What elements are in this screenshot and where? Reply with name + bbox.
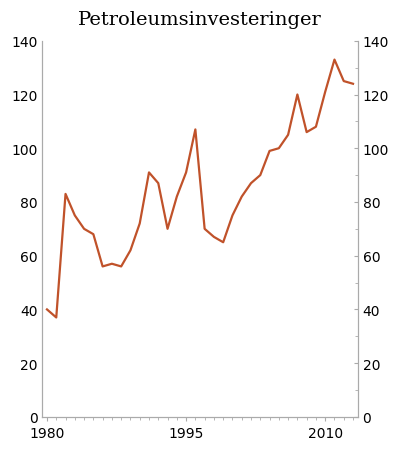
Title: Petroleumsinvesteringer: Petroleumsinvesteringer — [78, 11, 322, 29]
